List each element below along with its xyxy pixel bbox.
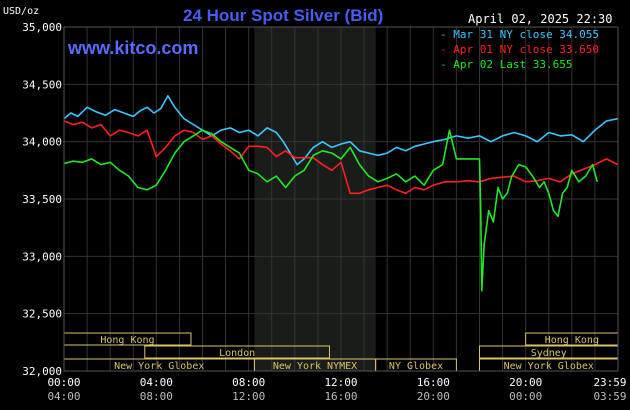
x-tick-label-ny: 04:00 — [140, 376, 173, 389]
y-tick-label: 35,000 — [22, 21, 62, 34]
x-tick-label-gmt: 00:00 — [509, 390, 542, 403]
session-label: Hong Kong — [100, 335, 154, 346]
x-tick-label-gmt: 08:00 — [140, 390, 173, 403]
session-label: New York NYMEX — [273, 361, 357, 372]
ny-time-label: NY Time — [1, 378, 39, 388]
chart-datestamp: April 02, 2025 22:30 — [468, 12, 613, 26]
x-tick-label-gmt: 20:00 — [417, 390, 450, 403]
x-tick-label-gmt: 03:59 — [593, 390, 626, 403]
series-line-mar31 — [63, 95, 618, 166]
x-tick-label-ny: 00:00 — [47, 376, 80, 389]
x-tick-label-ny: 16:00 — [417, 376, 450, 389]
x-tick-label-ny: 12:00 — [324, 376, 357, 389]
session-label: New York Globex — [504, 361, 594, 372]
y-tick-label: 34,000 — [22, 136, 62, 149]
gmt-label: GMT — [1, 392, 18, 402]
session-bar — [144, 345, 330, 359]
session-label: NY Globex — [389, 361, 443, 372]
legend-entry-mar31: - Mar 31 NY close 34.055 — [440, 28, 599, 41]
session-label: London — [219, 348, 255, 359]
chart-title: 24 Hour Spot Silver (Bid) — [183, 6, 384, 25]
y-tick-label: 32,500 — [22, 308, 62, 321]
x-tick-label-gmt: 16:00 — [324, 390, 357, 403]
session-label: Sydney — [531, 348, 567, 359]
y-tick-label: 32,000 — [22, 365, 62, 378]
x-tick-label-gmt: 12:00 — [232, 390, 265, 403]
y-tick-label: 33,500 — [22, 193, 62, 206]
x-tick-label-ny: 20:00 — [509, 376, 542, 389]
x-tick-label-ny: 08:00 — [232, 376, 265, 389]
series-line-apr02 — [63, 129, 598, 292]
y-tick-label: 34,500 — [22, 78, 62, 91]
legend-entry-apr01: - Apr 01 NY close 33.650 — [440, 43, 599, 56]
legend-entry-apr02: - Apr 02 Last 33.655 — [440, 58, 573, 71]
chart-legend: - Mar 31 NY close 34.055 - Apr 01 NY clo… — [440, 27, 599, 72]
y-unit-label: USD/oz — [3, 6, 40, 17]
x-tick-label-ny: 23:59 — [593, 376, 626, 389]
plot-frame — [63, 26, 619, 372]
y-tick-label: 33,000 — [22, 250, 62, 263]
session-label: New York Globex — [114, 361, 204, 372]
series-line-apr01 — [63, 120, 619, 195]
x-tick-label-gmt: 04:00 — [47, 390, 80, 403]
session-label: Hong Kong — [545, 335, 599, 346]
site-watermark: www.kitco.com — [68, 38, 199, 58]
